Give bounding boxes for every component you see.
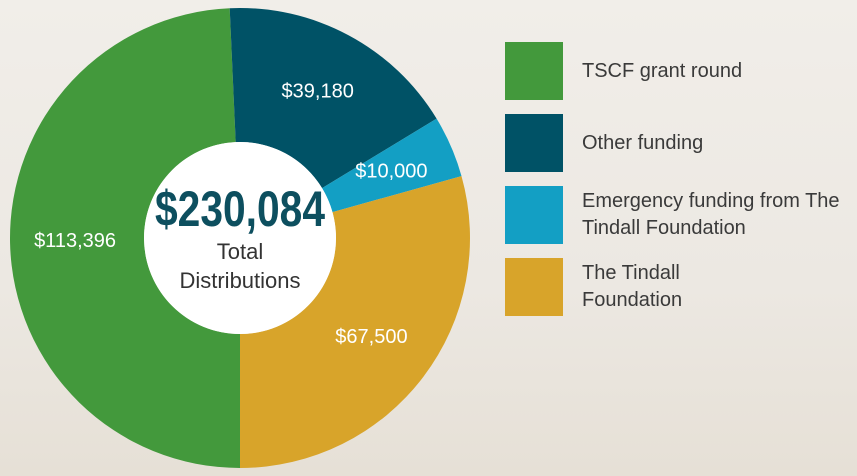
- legend-swatch: [505, 114, 563, 172]
- legend-item: Emergency funding from The Tindall Found…: [505, 186, 847, 244]
- value-label: $113,396: [34, 230, 116, 252]
- center-label: Distributions: [179, 268, 300, 293]
- legend: TSCF grant round Other funding Emergency f…: [505, 42, 847, 330]
- donut-slice: [322, 118, 462, 213]
- legend-item: Other funding: [505, 114, 847, 172]
- donut-chart: $113,396 $39,180 $10,000 $67,500 $230,084Tot…: [10, 8, 470, 468]
- donut-slice: [240, 176, 470, 468]
- total-label: $230,084: [155, 181, 325, 237]
- legend-label: Other funding: [582, 131, 704, 154]
- legend-label: TSCF grant round: [582, 59, 743, 82]
- legend-swatch: [505, 186, 563, 244]
- value-label: $67,500: [335, 326, 407, 348]
- value-label: $10,000: [355, 161, 427, 183]
- legend-item: TSCF grant round: [505, 42, 847, 100]
- legend-label: The Tindall Foundation: [582, 262, 683, 311]
- center-hole: [144, 142, 336, 334]
- donut-slice: [229, 8, 437, 189]
- legend-item: The Tindall Foundation: [505, 258, 847, 316]
- center-label: Total: [217, 239, 263, 264]
- legend-label: Emergency funding from The Tindall Found…: [582, 190, 840, 239]
- legend-swatch: [505, 258, 563, 316]
- value-label: $39,180: [282, 81, 354, 103]
- donut-slice: [10, 8, 241, 468]
- legend-swatch: [505, 42, 563, 100]
